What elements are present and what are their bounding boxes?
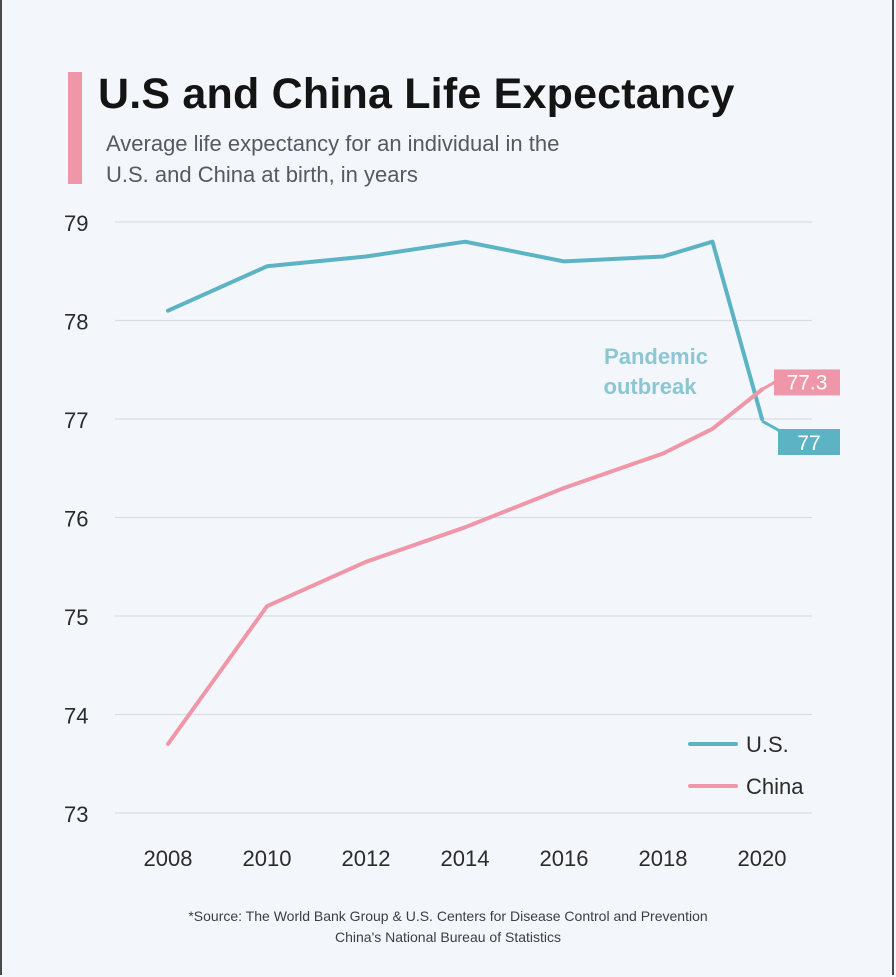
china-end-label-box (774, 369, 840, 396)
y-tick-label: 79 (64, 211, 88, 236)
legend-china-label: China (746, 774, 804, 799)
subtitle-line-2: U.S. and China at birth, in years (106, 162, 418, 187)
us-end-label-box (778, 429, 840, 455)
annotation-outbreak: outbreak (604, 374, 698, 399)
annotation-pandemic: Pandemic (604, 344, 708, 369)
source-note: *Source: The World Bank Group & U.S. Cen… (0, 906, 896, 948)
x-tick-label: 2016 (540, 846, 589, 871)
x-tick-label: 2012 (342, 846, 391, 871)
x-tick-label: 2018 (639, 846, 688, 871)
x-tick-label: 2014 (441, 846, 490, 871)
subtitle-line-1: Average life expectancy for an individua… (106, 131, 560, 156)
x-tick-label: 2020 (738, 846, 787, 871)
chart-subtitle: Average life expectancy for an individua… (106, 128, 706, 190)
series-line-us (166, 239, 764, 421)
chart-title: U.S and China Life Expectancy (98, 70, 735, 118)
y-tick-label: 75 (64, 605, 88, 630)
china-end-connector (761, 380, 777, 391)
x-tick-label: 2010 (243, 846, 292, 871)
china-end-label: 77.3 (787, 371, 828, 394)
source-line-1: *Source: The World Bank Group & U.S. Cen… (188, 908, 708, 924)
source-line-2: China's National Bureau of Statistics (334, 929, 561, 945)
us-end-label: 77 (797, 432, 820, 455)
y-tick-label: 78 (64, 310, 88, 335)
y-tick-label: 77 (64, 408, 88, 433)
y-tick-label: 73 (64, 802, 88, 827)
title-accent-bar (68, 72, 82, 184)
series-line-china (166, 387, 764, 746)
legend-us-label: U.S. (746, 732, 789, 757)
x-tick-label: 2008 (144, 846, 193, 871)
y-tick-label: 76 (64, 507, 88, 532)
y-tick-label: 74 (64, 704, 88, 729)
us-end-connector (761, 419, 781, 433)
